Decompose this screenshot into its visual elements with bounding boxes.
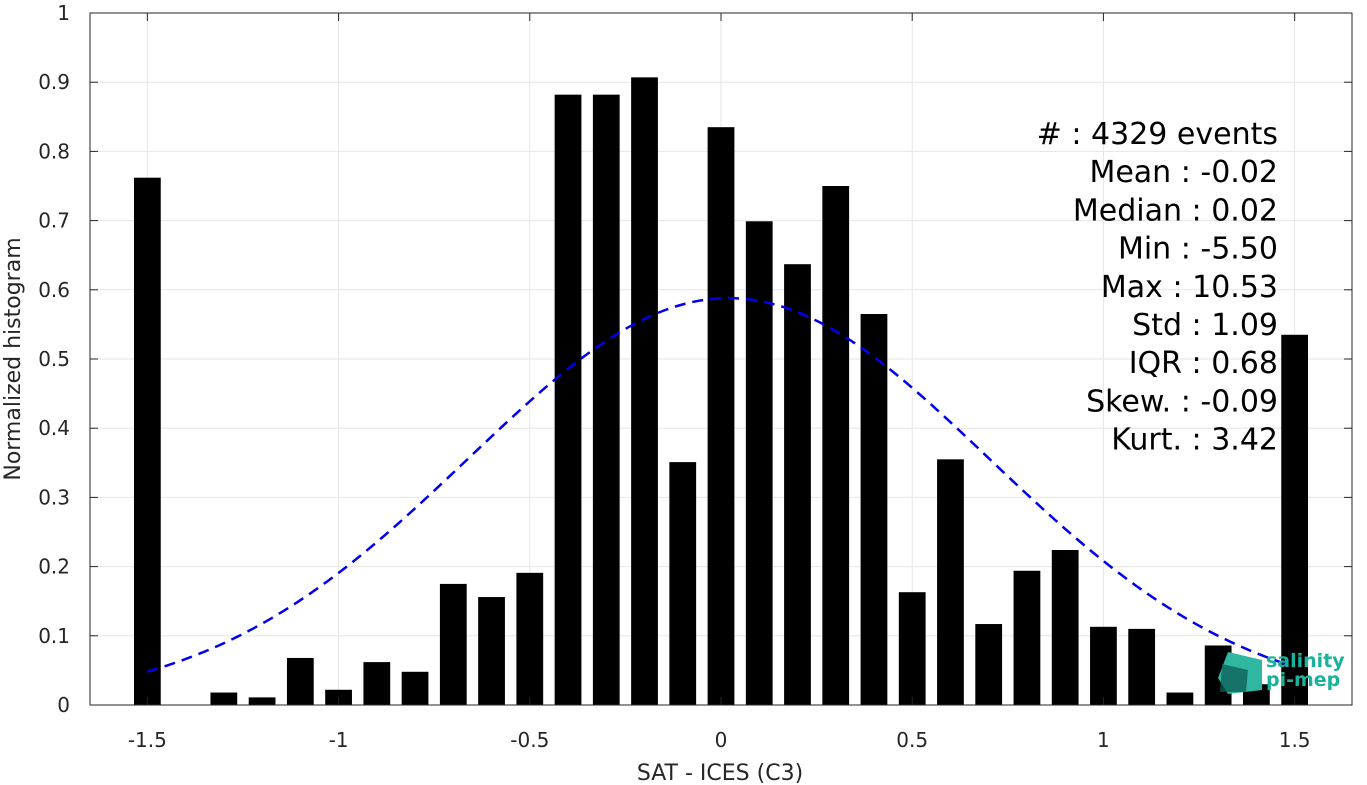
histogram-bar [1090, 626, 1117, 705]
histogram-bar [1013, 570, 1041, 705]
histogram-bar [133, 177, 161, 706]
stat-line: Std : 1.09 [1132, 308, 1278, 343]
histogram-bar [1051, 549, 1079, 705]
y-tick-label: 0.2 [38, 555, 70, 579]
y-tick-label: 0.1 [38, 624, 70, 648]
x-axis-label: SAT - ICES (C3) [637, 761, 803, 785]
y-tick-label: 0.8 [38, 139, 70, 163]
stat-line: Max : 10.53 [1101, 270, 1278, 305]
histogram-bar [784, 264, 811, 705]
y-axis-label: Normalized histogram [1, 237, 26, 480]
y-tick-label: 0.5 [38, 347, 70, 371]
histogram-bar [363, 662, 391, 705]
stat-line: Median : 0.02 [1073, 193, 1278, 228]
histogram-bar [592, 94, 620, 705]
histogram-bar [478, 597, 505, 705]
bars-group [133, 77, 1309, 706]
y-tick-label: 0.7 [38, 209, 70, 233]
histogram-bar [248, 697, 276, 705]
x-tick-label: -1.5 [128, 728, 167, 752]
stat-line: Mean : -0.02 [1089, 155, 1278, 190]
y-tick-label: 0.9 [38, 70, 70, 94]
stat-line: Kurt. : 3.42 [1111, 423, 1278, 458]
stat-line: IQR : 0.68 [1129, 346, 1278, 381]
y-tick-label: 1 [57, 1, 70, 25]
histogram-bar [669, 462, 697, 705]
logo-cube-shade [1220, 664, 1248, 692]
x-tick-label: 0.5 [896, 728, 928, 752]
y-tick-label: 0.6 [38, 278, 70, 302]
x-tick-label: -1 [329, 728, 349, 752]
salinity-pimep-logo: salinity pi-mep [1218, 650, 1345, 694]
stat-line: Min : -5.50 [1118, 232, 1278, 267]
x-tick-label: 1 [1097, 728, 1110, 752]
histogram-bar [516, 572, 544, 705]
stat-line: # : 4329 events [1037, 117, 1278, 152]
logo-text-pimep: pi-mep [1266, 669, 1340, 691]
histogram-bar [210, 692, 238, 705]
histogram-bar [1166, 692, 1194, 705]
histogram-bar [707, 127, 735, 706]
x-tick-label: 1.5 [1279, 728, 1311, 752]
histogram-bar [822, 186, 850, 705]
x-axis-ticks: -1.5 -1 -0.5 0 0.5 1 1.5 [128, 13, 1311, 752]
histogram-bar [1128, 628, 1156, 705]
histogram-bar [1281, 334, 1309, 705]
logo-text-salinity: salinity [1266, 650, 1345, 672]
y-tick-label: 0 [57, 693, 70, 717]
histogram-bar [401, 671, 429, 705]
x-tick-label: 0 [715, 728, 728, 752]
y-axis-ticks: 0 0.1 0.2 0.3 0.4 0.5 0.6 0.7 0.8 0.9 1 [38, 1, 1352, 717]
histogram-bar [860, 314, 888, 705]
histogram-bar [554, 94, 582, 705]
stat-line: Skew. : -0.09 [1086, 384, 1278, 419]
gaussian-fit-curve [147, 296, 1296, 673]
histogram-bar [439, 583, 467, 705]
x-tick-label: -0.5 [510, 728, 549, 752]
histogram-bar [286, 657, 314, 705]
histogram-bar [975, 624, 1003, 705]
y-tick-label: 0.3 [38, 485, 70, 509]
histogram-bar [898, 592, 926, 705]
histogram-bar [631, 77, 658, 705]
histogram-bar [745, 221, 773, 706]
histogram-bar [937, 459, 964, 705]
y-tick-label: 0.4 [38, 416, 70, 440]
